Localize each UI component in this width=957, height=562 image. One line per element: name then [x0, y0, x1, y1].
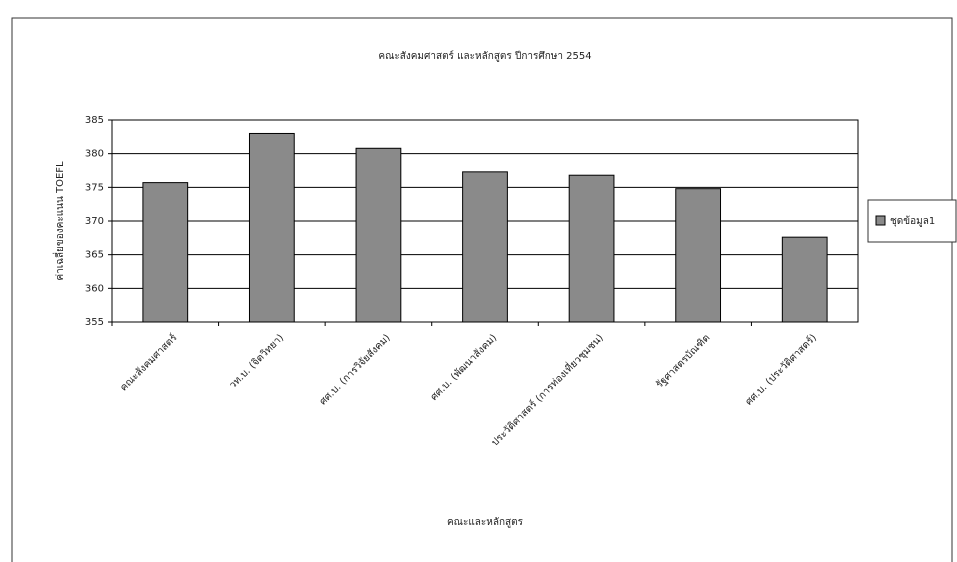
x-tick-label: รัฐศาสตรบัณฑิต — [654, 332, 712, 390]
y-tick-label: 385 — [85, 115, 104, 126]
legend-label: ชุดข้อมูล1 — [890, 215, 935, 227]
y-tick-label: 375 — [85, 182, 104, 193]
bar — [355, 147, 402, 323]
legend-swatch — [875, 215, 886, 226]
x-tick-label: ศศ.บ. (พัฒนาสังคม) — [429, 332, 500, 403]
bar — [675, 188, 722, 323]
y-tick-label: 355 — [85, 317, 104, 328]
y-tick-label: 360 — [85, 283, 104, 294]
bar — [462, 171, 508, 323]
y-axis-label: ค่าเฉลี่ยของคะแนน TOEFL — [52, 161, 66, 281]
bar — [568, 174, 615, 323]
x-tick-label: ประวัติศาสตร์ (การท่องเที่ยวชุมชน) — [488, 330, 606, 448]
x-axis-label: คณะและหลักสูตร — [447, 517, 524, 528]
y-tick-label: 365 — [85, 250, 104, 261]
x-tick-label: คณะสังคมศาสตร์ — [118, 331, 180, 393]
bar — [248, 132, 295, 323]
y-tick-label: 370 — [85, 216, 104, 227]
bar — [781, 236, 828, 323]
x-tick-label: ศศ.บ. (การวิจัยสังคม) — [318, 332, 393, 407]
x-tick-label: วท.บ. (จิตวิทยา) — [227, 332, 286, 391]
chart-frame — [11, 17, 953, 562]
x-tick-label: ศศ.บ. (ประวัติศาสตร์) — [743, 332, 819, 408]
bar — [142, 182, 189, 323]
chart-title: คณะสังคมศาสตร์ และหลักสูตร ปีการศึกษา 25… — [378, 50, 591, 62]
y-tick-label: 380 — [85, 149, 104, 160]
legend-box — [867, 199, 957, 243]
